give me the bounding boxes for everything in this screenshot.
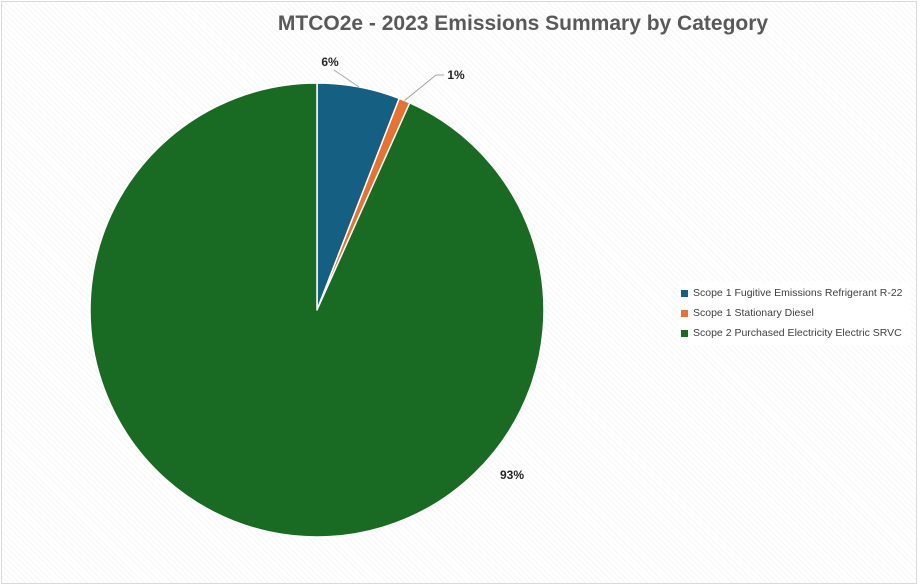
leader-line bbox=[404, 74, 444, 101]
legend-item: Scope 1 Stationary Diesel bbox=[681, 303, 909, 323]
legend-swatch bbox=[681, 329, 688, 337]
legend-swatch bbox=[681, 309, 688, 317]
data-label: 93% bbox=[500, 468, 524, 482]
data-labels: 6% 1% 93% bbox=[321, 55, 524, 482]
legend-swatch bbox=[681, 289, 688, 297]
legend-label: Scope 1 Stationary Diesel bbox=[693, 307, 814, 319]
chart-title: MTCO2e - 2023 Emissions Summary by Categ… bbox=[277, 12, 769, 35]
pie-slices bbox=[89, 82, 545, 538]
leader-lines bbox=[333, 69, 444, 101]
legend-item: Scope 1 Fugitive Emissions Refrigerant R… bbox=[681, 283, 909, 303]
chart-legend: Scope 1 Fugitive Emissions Refrigerant R… bbox=[679, 281, 911, 345]
leader-line bbox=[333, 69, 360, 88]
data-label: 1% bbox=[447, 68, 465, 82]
legend-label: Scope 1 Fugitive Emissions Refrigerant R… bbox=[693, 287, 903, 299]
pie-slice bbox=[89, 82, 545, 538]
legend-label: Scope 2 Purchased Electricity Electric S… bbox=[693, 327, 902, 339]
data-label: 6% bbox=[321, 55, 339, 69]
legend-item: Scope 2 Purchased Electricity Electric S… bbox=[681, 323, 909, 343]
